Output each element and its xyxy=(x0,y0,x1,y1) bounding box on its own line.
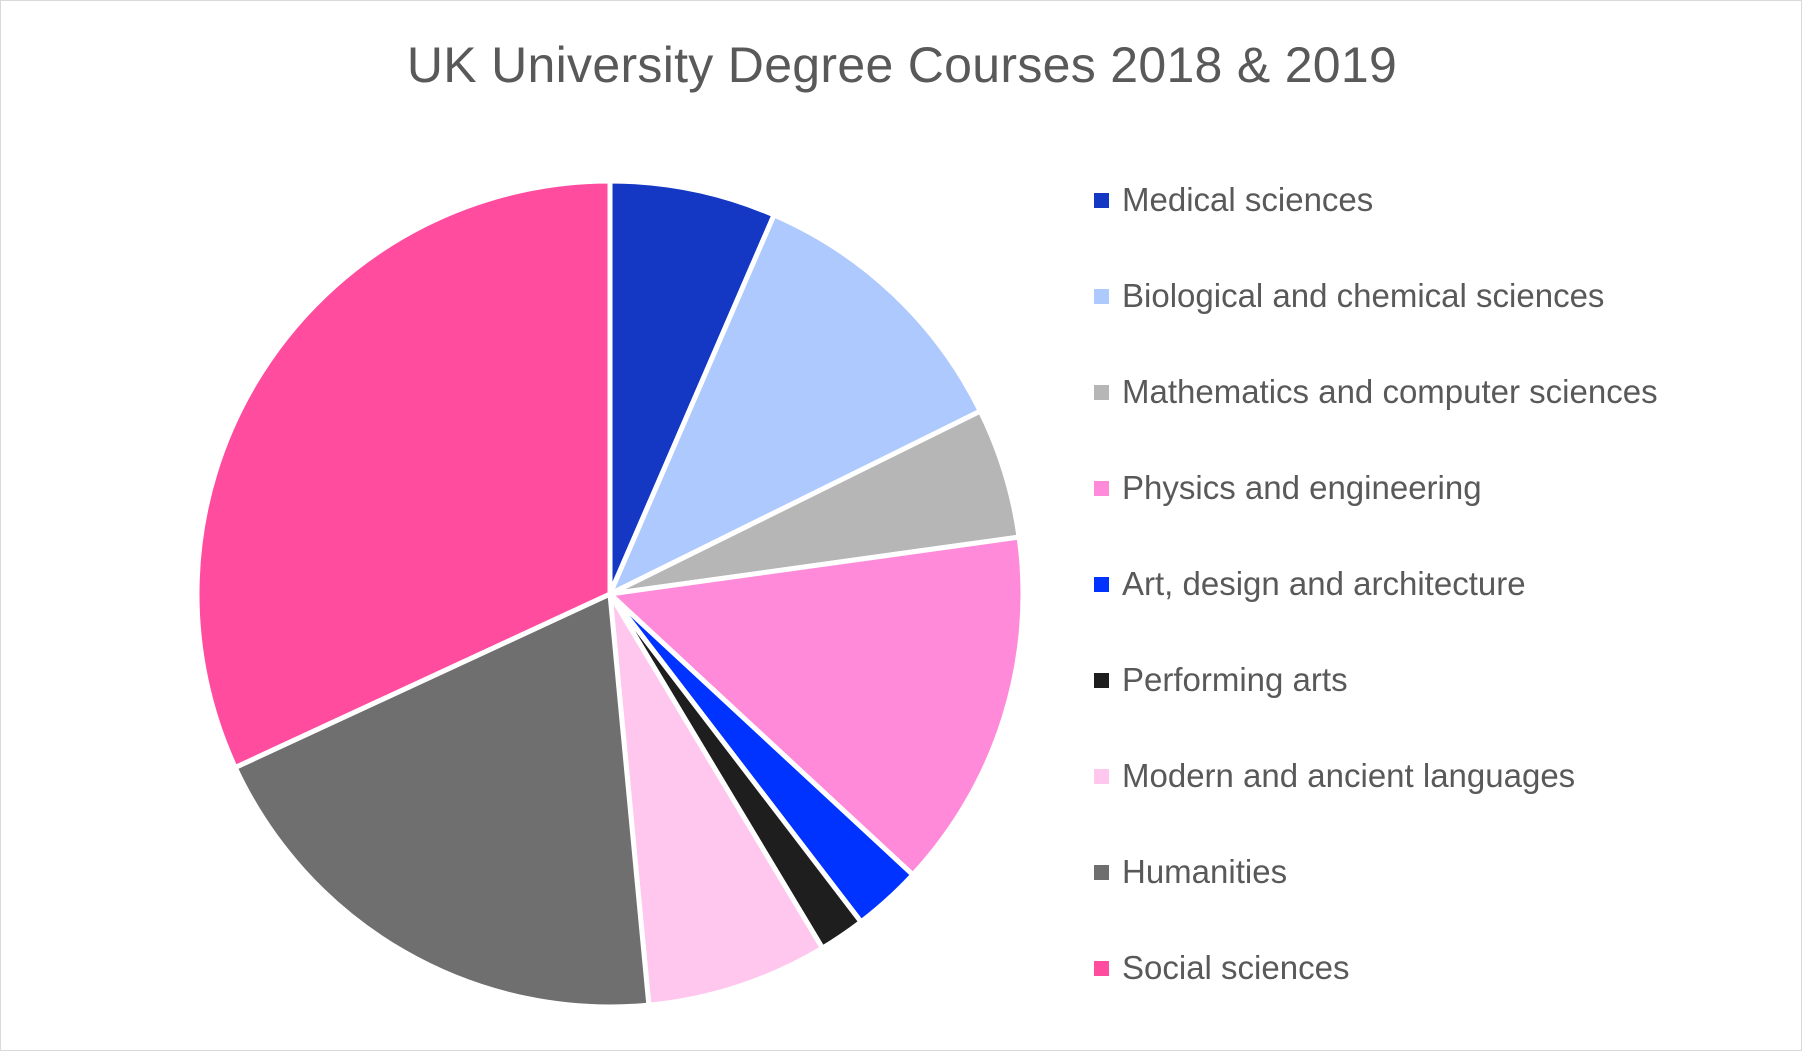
pie-slice-modern-and-ancient-languages xyxy=(607,591,825,1008)
legend-item-humanities: Humanities xyxy=(1094,852,1794,892)
legend-label: Humanities xyxy=(1122,853,1288,890)
legend-item-medical-sciences: Medical sciences xyxy=(1094,180,1794,220)
legend-item-mathematics-and-computer-sciences: Mathematics and computer sciences xyxy=(1094,372,1794,412)
legend-label: Mathematics and computer sciences xyxy=(1122,373,1658,410)
pie-slice-humanities xyxy=(232,591,652,1010)
legend-swatch xyxy=(1094,864,1109,880)
legend-swatch xyxy=(1094,960,1109,976)
legend-swatch xyxy=(1094,384,1109,400)
legend-label: Art, design and architecture xyxy=(1122,565,1526,602)
legend-label: Social sciences xyxy=(1122,949,1350,986)
legend-swatch xyxy=(1094,192,1109,208)
legend-swatch xyxy=(1094,288,1109,304)
legend-item-biological-and-chemical-sciences: Biological and chemical sciences xyxy=(1094,276,1794,316)
pie-slice-physics-and-engineering xyxy=(607,534,1026,878)
legend-label: Biological and chemical sciences xyxy=(1122,277,1605,314)
legend-swatch xyxy=(1094,480,1109,496)
chart-title: UK University Degree Courses 2018 & 2019 xyxy=(406,37,1398,93)
legend-item-performing-arts: Performing arts xyxy=(1094,660,1794,700)
legend-label: Performing arts xyxy=(1122,661,1348,698)
pie-slice-medical-sciences xyxy=(607,178,777,597)
legend-item-social-sciences: Social sciences xyxy=(1094,948,1794,988)
pie-slice-social-sciences xyxy=(194,178,613,770)
legend-item-art-design-and-architecture: Art, design and architecture xyxy=(1094,564,1794,604)
legend-swatch xyxy=(1094,576,1109,592)
legend-label: Modern and ancient languages xyxy=(1122,757,1576,794)
pie-slice-biological-and-chemical-sciences xyxy=(607,212,983,597)
legend-item-modern-and-ancient-languages: Modern and ancient languages xyxy=(1094,756,1794,796)
legend-item-physics-and-engineering: Physics and engineering xyxy=(1094,468,1794,508)
legend-swatch xyxy=(1094,672,1109,688)
legend-label: Physics and engineering xyxy=(1122,469,1482,506)
legend-swatch xyxy=(1094,768,1109,784)
legend-label: Medical sciences xyxy=(1122,181,1374,218)
